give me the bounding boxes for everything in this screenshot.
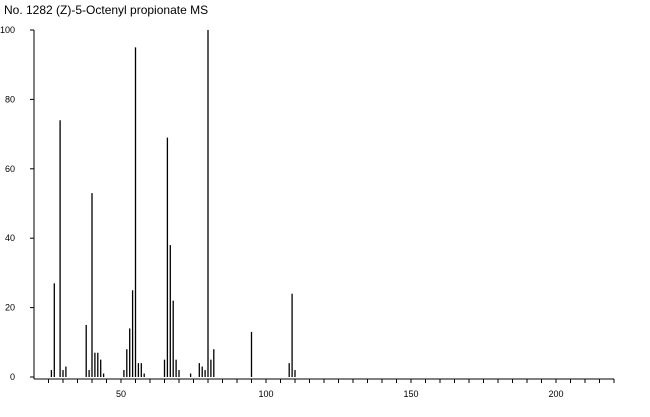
y-tick-label: 20: [5, 303, 15, 313]
x-tick-label: 150: [403, 389, 418, 399]
y-tick-label: 40: [5, 233, 15, 243]
x-tick-label: 100: [258, 389, 273, 399]
x-tick-label: 200: [548, 389, 563, 399]
x-tick-label: 50: [116, 389, 126, 399]
y-tick-label: 60: [5, 164, 15, 174]
spectrum-peaks: [50, 30, 296, 377]
y-tick-label: 100: [0, 25, 15, 35]
plot-area: 0 20 40 60 80 100 50 100 150 200: [0, 25, 615, 399]
x-ticks: 50 100 150 200: [48, 379, 615, 399]
y-tick-label: 80: [5, 94, 15, 104]
y-ticks: 0 20 40 60 80 100: [0, 25, 34, 382]
y-tick-label: 0: [10, 372, 15, 382]
chart-title: No. 1282 (Z)-5-Octenyl propionate MS: [4, 3, 208, 17]
